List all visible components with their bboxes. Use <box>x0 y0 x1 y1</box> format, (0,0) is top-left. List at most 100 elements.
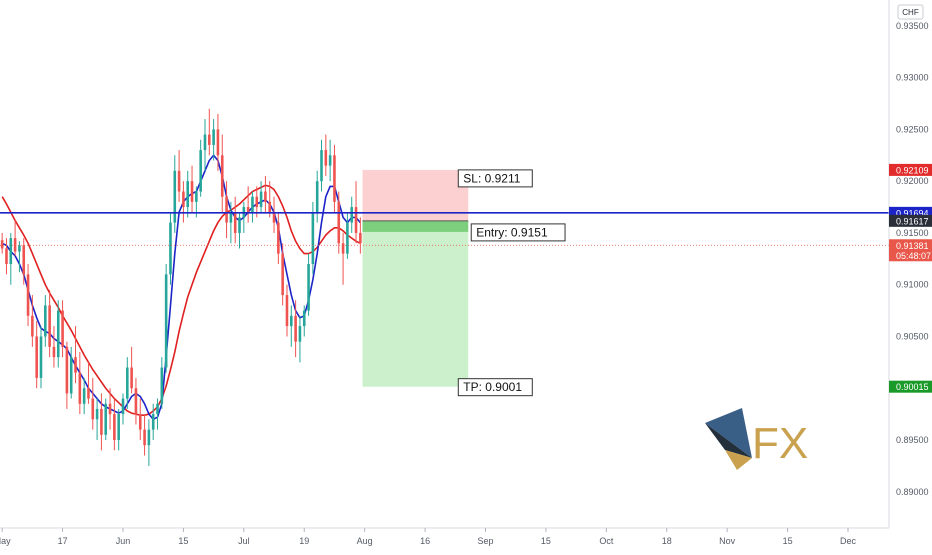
candle-body <box>186 181 190 208</box>
x-tick-label: Jul <box>238 536 250 546</box>
candle-body <box>272 212 276 223</box>
candle-body <box>134 388 138 415</box>
candle <box>74 326 77 384</box>
candle <box>117 408 120 451</box>
y-tick-label: 0.89000 <box>896 487 929 497</box>
candle-body <box>147 429 151 446</box>
candle-body <box>173 170 177 223</box>
candle <box>130 346 133 394</box>
candle-body <box>117 414 120 440</box>
annotation-frame <box>457 169 533 188</box>
annotation-frame <box>457 378 533 397</box>
candle <box>302 305 306 337</box>
candle-body <box>246 207 250 213</box>
blue-moving-average <box>1 154 361 421</box>
x-tick-label: 16 <box>420 536 430 546</box>
candle-body <box>13 238 17 252</box>
candle-body <box>130 367 133 389</box>
candle <box>121 393 125 425</box>
candle-body <box>255 196 259 208</box>
candle <box>156 398 159 430</box>
candle <box>9 232 13 285</box>
candle <box>186 170 190 218</box>
candle-body <box>74 357 77 373</box>
candle <box>216 113 220 171</box>
candle-body <box>26 274 30 316</box>
candle-body <box>104 403 108 435</box>
candle-body <box>177 170 181 192</box>
candle-body <box>281 253 284 296</box>
candle <box>87 362 90 404</box>
candle <box>143 414 146 456</box>
price-tag-background <box>889 380 932 393</box>
candle-body <box>268 201 272 213</box>
candle <box>44 295 47 347</box>
candle-body <box>216 129 220 156</box>
candle <box>315 170 319 223</box>
annotation-label: TP: 0.9001 <box>463 380 522 394</box>
candle-body <box>233 212 237 233</box>
x-tick-label: 17 <box>58 536 68 546</box>
candle-body <box>229 212 233 223</box>
candle-body <box>259 191 263 208</box>
candle <box>264 176 267 213</box>
candle <box>26 264 30 327</box>
candle <box>31 295 34 347</box>
candle <box>22 238 26 285</box>
candle-body <box>333 155 336 202</box>
price-tag-value: 0.90015 <box>896 382 929 392</box>
annotation-box: SL: 0.9211 <box>457 169 533 188</box>
horizontal-lines <box>0 212 889 246</box>
annotations: SL: 0.9211 Entry: 0.9151 TP: 0.9001 <box>457 169 566 397</box>
y-tick-label: 0.93000 <box>896 73 929 83</box>
candle <box>311 201 315 275</box>
currency-badge[interactable]: CHF <box>897 4 924 20</box>
price-tag: 0.92109 <box>889 163 932 176</box>
x-tick-label: 15 <box>178 536 188 546</box>
candle-body <box>238 217 241 233</box>
currency-badge-label: CHF <box>902 8 919 17</box>
logo-text: FX <box>752 419 808 468</box>
candle <box>164 264 168 373</box>
candle-body <box>298 326 302 342</box>
candle <box>294 300 297 358</box>
candle <box>259 181 263 213</box>
candle <box>225 181 228 239</box>
candle-body <box>151 414 155 430</box>
candle <box>78 352 82 415</box>
candle <box>82 377 86 415</box>
candle <box>190 165 194 213</box>
x-tick-label: 15 <box>783 536 793 546</box>
annotation-label: SL: 0.9211 <box>463 171 520 185</box>
candle-body <box>212 129 215 145</box>
candle <box>91 377 95 430</box>
candle-body <box>337 201 341 244</box>
candles <box>0 108 362 466</box>
x-tick-label: Aug <box>357 536 373 546</box>
candle-body <box>35 336 38 378</box>
candle <box>290 305 293 347</box>
price-tag-value: 0.91694 <box>896 208 929 218</box>
candle-body <box>324 150 328 166</box>
candle <box>272 196 276 233</box>
candle <box>126 357 129 409</box>
price-tag-value: 0.92109 <box>896 165 929 175</box>
candle <box>182 181 185 223</box>
price-tag-countdown: 05:48:07 <box>896 251 931 261</box>
candle-body <box>160 367 164 404</box>
candle <box>134 377 138 425</box>
position-zones <box>362 169 469 387</box>
candle <box>13 220 17 256</box>
candle <box>177 150 181 202</box>
candle-body <box>65 346 69 394</box>
candle-body <box>311 212 315 264</box>
candle-body <box>302 310 306 327</box>
candle <box>173 155 177 233</box>
candle-body <box>31 315 34 337</box>
candle-body <box>359 232 362 244</box>
candle-body <box>320 150 323 182</box>
candle-body <box>82 388 86 404</box>
candle <box>298 315 302 363</box>
